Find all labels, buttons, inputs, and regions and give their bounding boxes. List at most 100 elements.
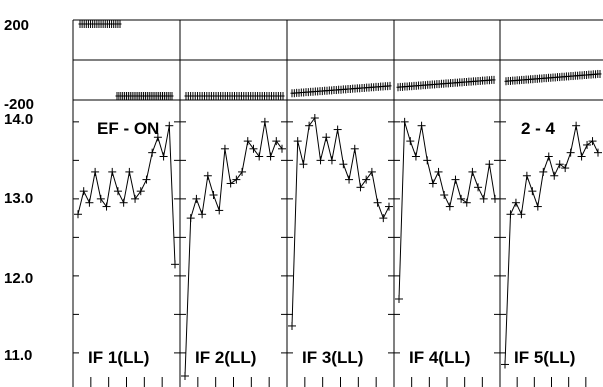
point-p1-2 — [85, 198, 94, 207]
point-p1-4 — [96, 194, 105, 203]
point-p5-10 — [555, 160, 564, 169]
point-p4-3 — [411, 152, 420, 161]
point-p3-9 — [339, 160, 348, 169]
point-p2-13 — [255, 152, 264, 161]
panel-frames — [72, 19, 603, 387]
top-ytick-minus-200: -200 — [4, 96, 34, 113]
point-p1-10 — [131, 194, 140, 203]
series-panel-5 — [501, 121, 602, 369]
point-p1-1 — [79, 187, 88, 196]
top-series-2 — [115, 92, 174, 100]
ytick-14: 14.0 — [4, 111, 33, 128]
series-panel-3 — [288, 114, 393, 330]
point-p1-6 — [108, 167, 117, 176]
point-p3-12 — [356, 183, 365, 192]
point-p5-5 — [528, 187, 537, 196]
point-p3-15 — [373, 198, 382, 207]
series-line-panel-2 — [184, 121, 283, 377]
point-p1-14 — [153, 133, 162, 142]
point-p3-4 — [310, 114, 319, 122]
top-series-line-6 — [505, 73, 601, 82]
point-p1-0 — [74, 210, 82, 219]
point-p4-1 — [400, 117, 409, 126]
point-p4-15 — [479, 194, 488, 203]
point-p4-17 — [491, 194, 499, 203]
series-panel-4 — [395, 117, 499, 303]
ytick-11: 11.0 — [4, 347, 32, 364]
point-p2-9 — [232, 175, 241, 184]
point-p1-17 — [171, 260, 179, 269]
point-p5-16 — [588, 137, 597, 146]
point-p1-12 — [142, 175, 151, 184]
point-p2-15 — [266, 152, 275, 161]
point-p1-5 — [102, 202, 111, 211]
point-p2-0 — [181, 372, 189, 380]
series-line-panel-3 — [291, 116, 390, 326]
point-p2-5 — [209, 191, 218, 200]
point-p1-8 — [119, 198, 128, 207]
point-p3-17 — [385, 202, 393, 211]
panel-label-if4: IF 4(LL) — [409, 348, 470, 367]
point-p3-7 — [327, 156, 336, 165]
point-p3-2 — [299, 160, 308, 169]
point-p5-6 — [533, 202, 542, 211]
point-p3-1 — [293, 137, 302, 146]
point-p4-14 — [474, 183, 483, 192]
point-p5-13 — [572, 121, 581, 130]
point-p4-13 — [468, 167, 477, 176]
point-p4-0 — [395, 294, 403, 303]
point-p2-4 — [203, 171, 212, 180]
point-p4-12 — [462, 198, 471, 207]
point-p4-9 — [445, 202, 454, 211]
point-p5-2 — [511, 198, 520, 207]
series-line-panel-1 — [77, 125, 176, 265]
point-p1-15 — [159, 152, 168, 161]
ytick-13: 13.0 — [4, 190, 33, 207]
point-p3-8 — [333, 125, 342, 134]
point-p4-4 — [417, 121, 426, 130]
tick-marks — [73, 121, 587, 387]
point-p3-16 — [379, 214, 388, 223]
point-p3-0 — [288, 321, 296, 330]
point-p2-2 — [192, 194, 201, 203]
point-p4-5 — [423, 156, 432, 165]
point-p2-8 — [226, 179, 235, 188]
point-p1-3 — [91, 167, 100, 176]
point-p2-3 — [198, 210, 207, 219]
top-ytick-200: 200 — [4, 17, 29, 34]
top-series-3 — [184, 92, 285, 100]
point-p5-3 — [517, 210, 526, 219]
point-p3-14 — [367, 167, 376, 176]
point-p3-13 — [362, 175, 371, 184]
point-p4-16 — [485, 160, 494, 169]
top-series-line-5 — [397, 79, 495, 88]
point-p3-6 — [322, 133, 331, 142]
point-p2-14 — [260, 117, 269, 126]
panel-label-if2: IF 2(LL) — [195, 348, 256, 367]
series-panel-1 — [74, 121, 179, 269]
point-p5-15 — [583, 140, 592, 149]
point-p2-11 — [243, 137, 252, 146]
point-p5-0 — [501, 360, 509, 369]
series-group — [74, 20, 602, 380]
point-p4-7 — [434, 167, 443, 176]
series-line-panel-5 — [504, 125, 599, 365]
point-p5-12 — [566, 148, 575, 157]
point-p4-8 — [440, 191, 449, 200]
top-series-6 — [504, 69, 602, 86]
series-line-panel-4 — [398, 121, 496, 300]
point-p2-6 — [215, 206, 224, 215]
point-p2-10 — [238, 167, 247, 176]
point-p1-11 — [136, 187, 145, 196]
point-p5-17 — [594, 148, 602, 157]
point-p2-17 — [278, 144, 286, 153]
top-series-line-4 — [291, 85, 391, 94]
point-p5-4 — [522, 171, 531, 180]
point-p2-7 — [220, 144, 229, 153]
point-p4-2 — [406, 137, 415, 146]
point-p1-13 — [148, 148, 157, 157]
top-series-4 — [290, 81, 392, 98]
panel-label-if5: IF 5(LL) — [514, 348, 575, 367]
point-p5-11 — [561, 164, 570, 173]
